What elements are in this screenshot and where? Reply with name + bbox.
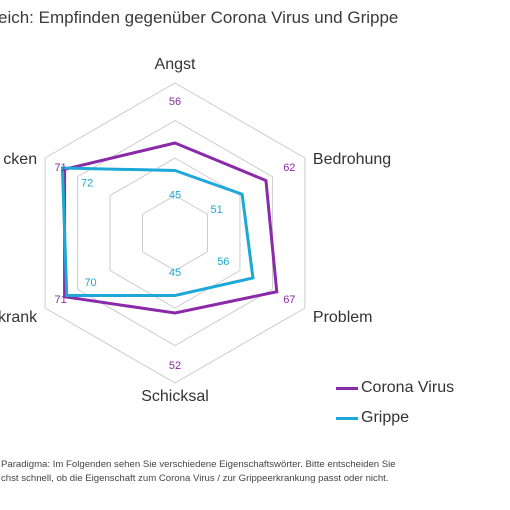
footnote-line-2: chst schnell, ob die Eigenschaft zum Cor… [1,473,389,484]
legend-swatch-grippe [336,416,358,420]
legend-label-grippe: Grippe [361,409,410,426]
grid-ring [109,157,241,309]
chart-title: eich: Empfinden gegenüber Corona Virus u… [0,8,399,27]
value-label: 56 [169,96,181,108]
axis-label: Bedrohung [313,151,391,168]
grid-ring [142,194,208,272]
axis-label: Schicksal [141,388,209,405]
value-label: 71 [55,162,67,174]
value-label: 72 [81,177,93,189]
value-label: 51 [210,204,222,216]
value-label: 52 [169,360,181,372]
value-label: 56 [217,256,229,268]
value-label: 45 [169,267,181,279]
value-label: 67 [283,294,295,306]
value-label: 45 [169,189,181,201]
axis-label: krank [0,309,38,326]
legend-item-grippe: Grippe [336,403,454,433]
grid-ring [44,82,306,384]
axis-labels: Angst Bedrohung Problem Schicksal krank cken [0,56,391,405]
value-label: 62 [283,162,295,174]
legend-label-corona: Corona Virus [361,379,455,396]
value-label: 70 [84,277,96,289]
value-labels: 56 62 67 52 71 71 45 51 56 45 70 72 [55,96,296,372]
footnote-line-1: Paradigma: Im Folgenden sehen Sie versch… [1,459,396,470]
radar-chart: 56 62 67 52 71 71 45 51 56 45 70 72 Angst Bedrohung P… [0,56,391,405]
grid-ring [77,119,273,347]
axis-label: Problem [313,309,373,326]
radar-series [60,141,279,315]
value-label: 71 [55,294,67,306]
radar-grid [44,82,306,384]
legend-swatch-corona [336,386,358,390]
legend-item-corona: Corona Virus [336,373,454,403]
axis-label: cken [3,151,37,168]
axis-label: Angst [155,56,196,73]
chart-legend: Corona Virus Grippe [336,373,454,433]
footnote: Paradigma: Im Folgenden sehen Sie versch… [1,458,396,486]
